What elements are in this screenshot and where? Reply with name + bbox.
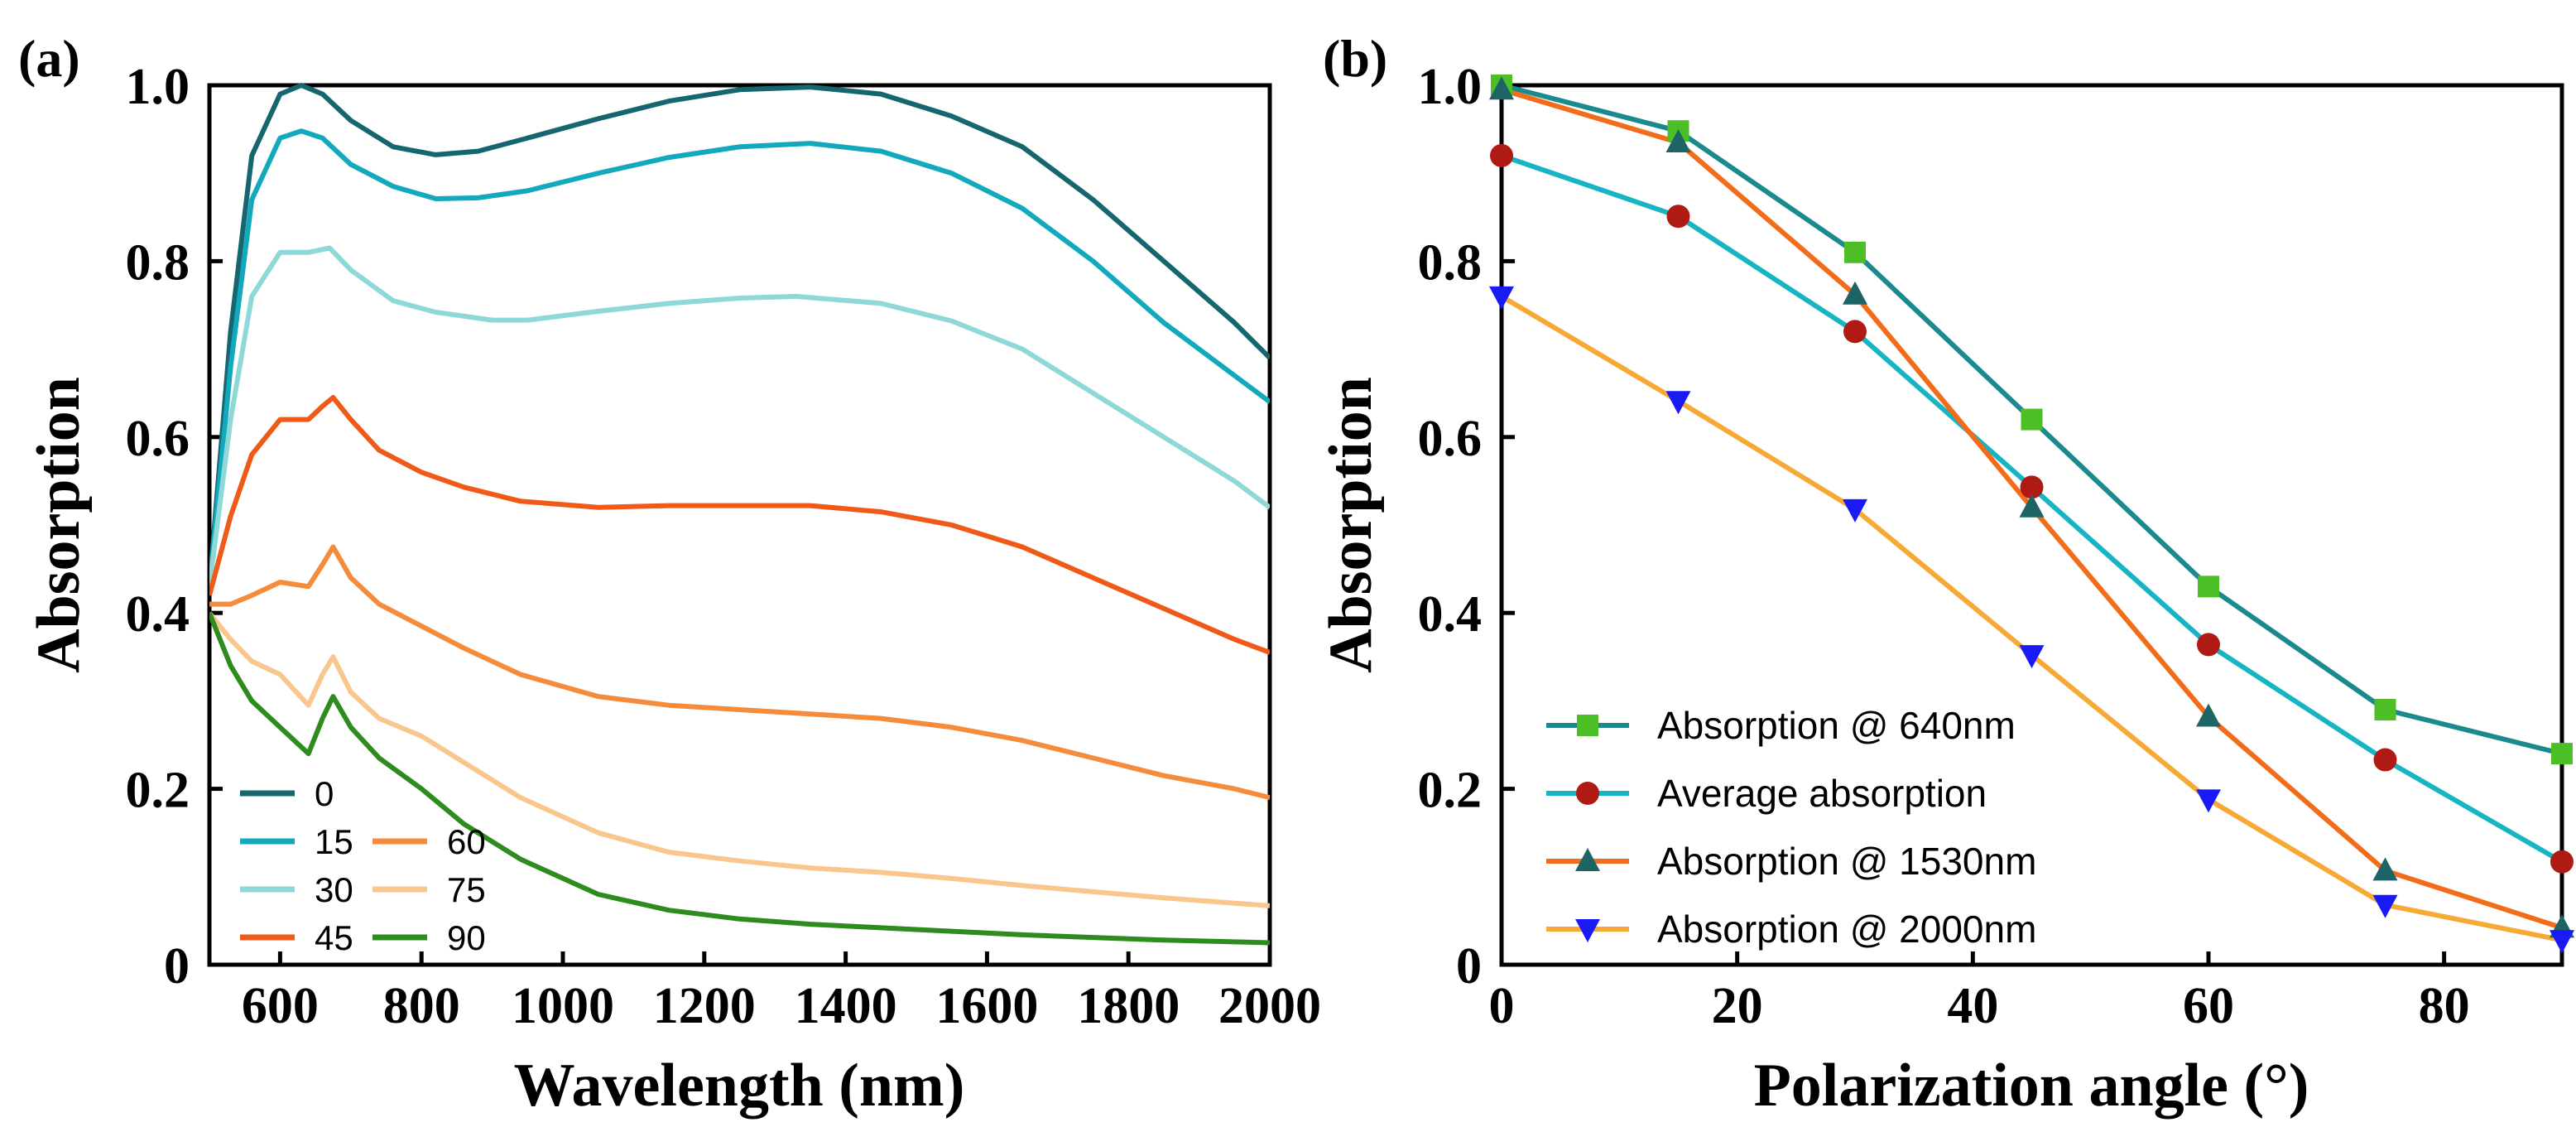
panel-a-x-tick-label: 1400 [795,978,897,1034]
panel-a-y-tick-label: 0.4 [126,586,190,643]
legend-label-4: Absorption @ 2000nm [1657,908,2036,951]
legend-label-3: Absorption @ 1530nm [1657,840,2036,883]
panel-b-y-tick-label: 0.8 [1418,234,1483,291]
series-line-75 [209,611,1270,908]
data-point-series-3 [2372,857,2398,881]
legend-label-30: 30 [315,870,353,909]
panel-a-y-tick-label: 0.2 [126,763,190,819]
series-line-15 [209,128,1270,587]
data-point-series-1 [2021,408,2043,431]
panel-a-chart: (a) 600 800 1000 1200 1400 1600 1800 200000.20.… [18,29,1321,1120]
legend-marker-2 [1576,782,1599,805]
data-point-series-2 [1490,143,1513,167]
data-point-series-1 [2551,743,2573,765]
legend-marker-4 [1575,919,1600,942]
data-point-series-4 [2550,930,2574,954]
panel-b-y-tick-label: 0.4 [1418,586,1483,643]
panel-b-y-axis-title: Absorption [1317,377,1385,673]
data-point-series-2 [2550,850,2574,874]
legend-label-90: 90 [447,918,486,957]
panel-a-x-tick-label: 1600 [935,978,1038,1034]
panel-b-legend: Absorption @ 640nm Average absorption Abso… [1546,704,2036,951]
data-point-series-2 [2373,748,2397,772]
series-line-30 [209,245,1270,587]
legend-label-2: Average absorption [1657,772,1987,815]
data-point-series-4 [1843,498,1867,523]
panel-a-x-tick-label: 1000 [512,978,614,1034]
panel-b-label: (b) [1323,29,1387,88]
panel-a-x-tick-label: 1800 [1077,978,1180,1034]
data-point-series-2 [2197,633,2220,657]
legend-label-15: 15 [315,822,353,861]
panel-a-y-tick-label: 1.0 [126,59,190,115]
legend-marker-3 [1575,848,1600,871]
series-line-60 [209,544,1270,801]
panel-a-y-tick-label: 0 [164,938,190,995]
panel-b-frame [1499,83,2564,967]
panel-a-y-axis-title: Absorption [25,377,93,673]
series-line-0 [209,83,1270,587]
panel-b-y-tick-label: 0.6 [1418,411,1483,467]
panel-a-y-tick-label: 0.6 [126,411,190,467]
data-point-series-2 [1666,205,1690,229]
panel-b-chart: (b) 0 20 40 60 80 0 0.2 0.4 0.6 0.8 1.0 Absorption… [1317,29,2574,1120]
data-point-series-4 [2196,789,2221,813]
panel-b-y-tick-label: 0 [1456,938,1482,995]
data-point-series-2 [1843,320,1867,344]
panel-a-x-tick-label: 2000 [1218,978,1321,1034]
panel-b-x-tick-label: 60 [2183,978,2234,1034]
panel-b-x-axis-title: Polarization angle (°) [1754,1052,2309,1120]
panel-a-x-tick-label: 600 [242,978,319,1034]
legend-label-45: 45 [315,918,353,957]
data-point-series-1 [2198,576,2219,598]
panel-b-x-tick-label: 40 [1947,978,1998,1034]
data-point-series-1 [2374,699,2396,721]
data-point-series-4 [2019,645,2045,669]
series-line-90 [209,612,1270,946]
panel-b-x-tick-label: 0 [1489,978,1515,1034]
data-point-series-4 [2372,894,2398,918]
legend-marker-1 [1577,715,1598,736]
data-point-series-3 [2196,703,2221,727]
panel-a-label: (a) [18,29,80,88]
data-point-series-4 [1665,391,1691,415]
panel-a-x-tick-label: 800 [383,978,460,1034]
panel-a-frame [207,83,1272,967]
panel-b-x-tick-label: 20 [1712,978,1763,1034]
legend-label-60: 60 [447,822,486,861]
series-line-45 [209,395,1270,655]
data-point-series-2 [2020,475,2044,499]
data-point-series-3 [1665,129,1691,153]
legend-label-1: Absorption @ 640nm [1657,704,2016,747]
panel-b-y-tick-label: 0.2 [1418,763,1483,819]
panel-a-x-axis-title: Wavelength (nm) [514,1052,965,1120]
data-point-series-3 [2019,494,2045,518]
panel-b-y-tick-label: 1.0 [1418,59,1483,115]
data-point-series-3 [1843,281,1867,305]
panel-a-x-tick-label: 1200 [653,978,756,1034]
panel-a-y-tick-label: 0.8 [126,234,190,291]
data-point-series-3 [1489,76,1514,100]
panel-a-legend: 0 15 30 45 60 75 90 [240,774,486,957]
data-point-series-4 [1489,286,1514,310]
data-point-series-1 [1844,241,1866,263]
legend-label-0: 0 [315,774,334,813]
legend-label-75: 75 [447,870,486,909]
panel-b-x-tick-label: 80 [2419,978,2470,1034]
